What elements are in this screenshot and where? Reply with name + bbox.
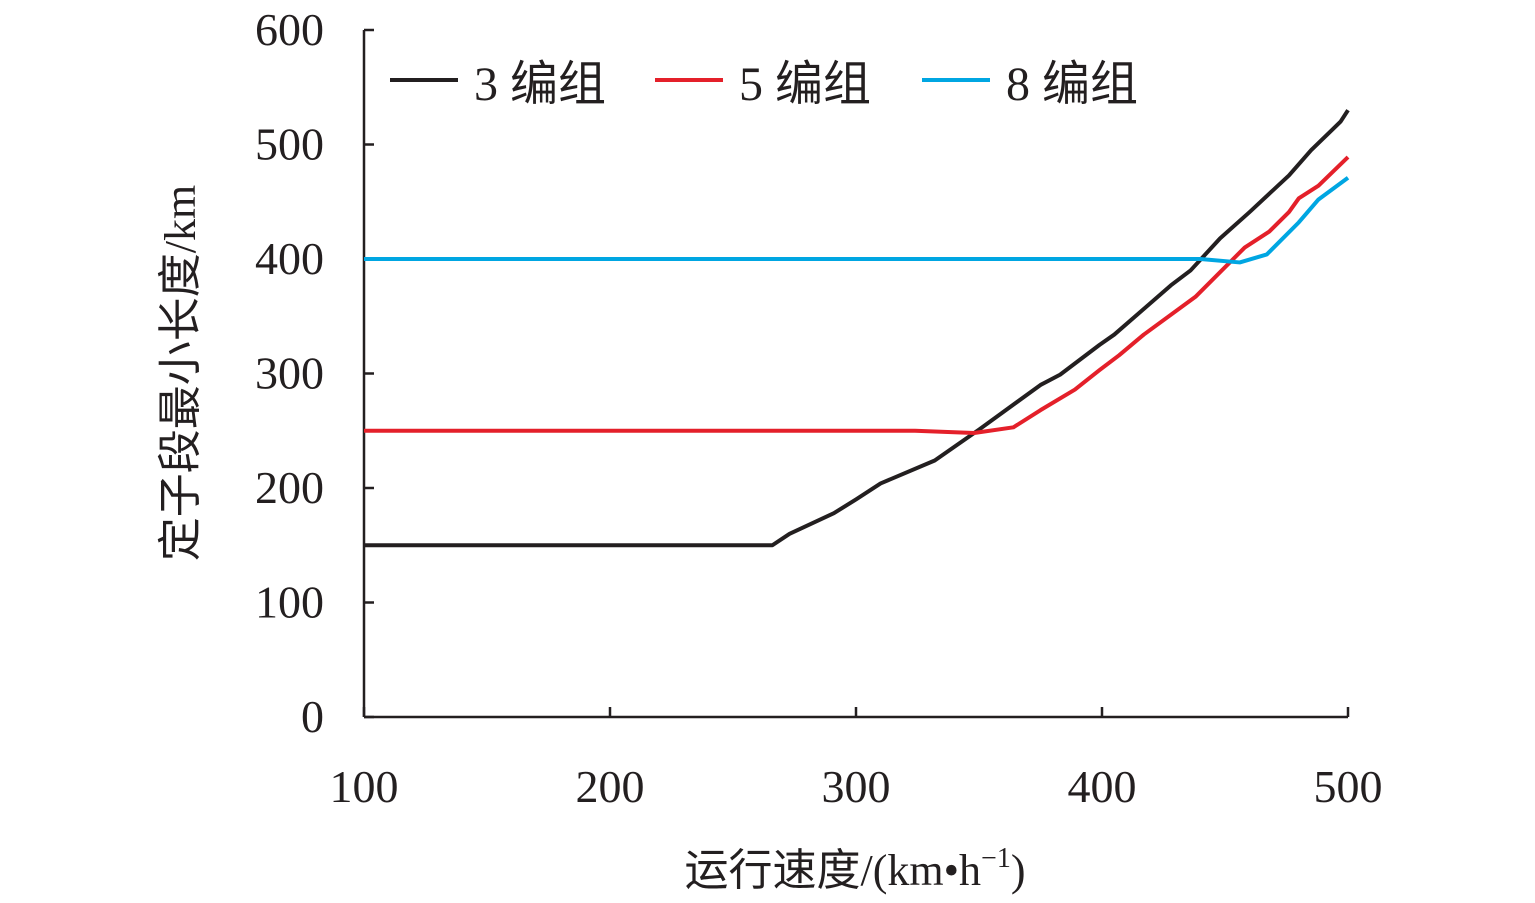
legend-label-3: 8 编组 [1006,58,1138,111]
y-tick-label: 100 [255,577,324,628]
x-axis-label: 运行速度/(km•h−1) [685,843,1026,895]
series-group [364,109,1350,548]
x-tick-label: 100 [330,761,399,812]
y-tick-label: 500 [255,119,324,170]
y-tick-label: 600 [255,4,324,55]
y-tick-label: 200 [255,462,324,513]
x-tick-label: 500 [1314,761,1383,812]
x-axis-label-superscript: −1 [981,843,1011,874]
series-line-2 [364,155,1350,436]
legend-label-1: 3 编组 [474,58,606,111]
legend-label-2: 5 编组 [739,58,871,111]
x-tick-label: 200 [576,761,645,812]
x-tick-label: 400 [1068,761,1137,812]
y-tick-label: 400 [255,233,324,284]
x-tick-label: 300 [822,761,891,812]
y-tick-label: 0 [301,691,324,742]
y-tick-label: 300 [255,348,324,399]
series-line-1 [364,109,1350,548]
legend: 3 编组 5 编组 8 编组 [390,58,1138,111]
series-line-3 [364,176,1350,265]
y-axis-label: 定子段最小长度/km [156,185,205,561]
